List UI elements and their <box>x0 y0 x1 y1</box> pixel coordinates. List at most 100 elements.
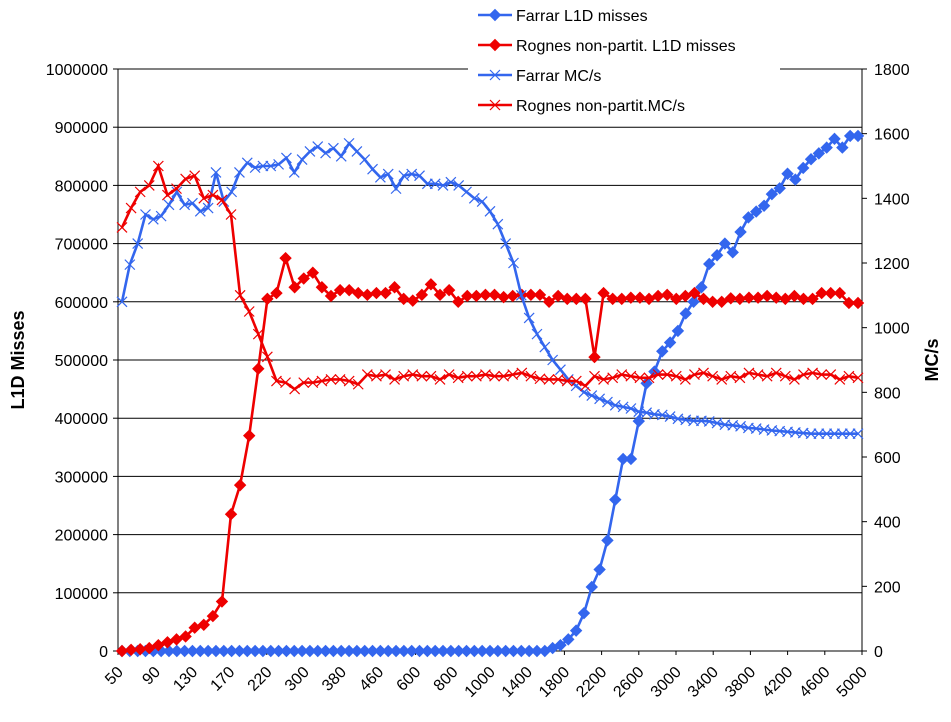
data-point <box>594 393 606 405</box>
data-point <box>234 167 245 178</box>
x-tick-label: 90 <box>139 664 164 689</box>
data-point <box>270 286 283 300</box>
x-tick-label: 3800 <box>722 664 759 701</box>
data-point <box>688 415 699 427</box>
data-point-stroke <box>361 369 373 380</box>
data-point <box>421 178 433 190</box>
data-point <box>734 225 747 239</box>
y-left-tick-label: 800000 <box>55 178 108 195</box>
data-point <box>315 281 329 294</box>
data-point <box>663 336 677 349</box>
data-point-stroke <box>836 428 848 440</box>
data-point-stroke <box>561 375 573 387</box>
data-point <box>624 291 638 304</box>
data-point-stroke <box>234 289 246 301</box>
data-point <box>804 153 818 166</box>
data-point-stroke <box>594 393 606 405</box>
data-point <box>271 375 282 387</box>
data-point <box>489 99 501 111</box>
y-left-tick-label: 200000 <box>55 528 108 545</box>
data-point <box>489 69 501 81</box>
data-point <box>210 167 222 178</box>
data-point-stroke <box>163 199 175 211</box>
data-point <box>547 354 559 366</box>
data-point <box>461 370 473 382</box>
data-point <box>695 281 708 294</box>
data-point <box>765 187 779 201</box>
data-point <box>770 367 782 379</box>
data-point <box>470 370 482 382</box>
data-point <box>757 199 771 212</box>
data-point <box>643 372 655 384</box>
y-right-tick-label: 400 <box>874 515 901 532</box>
x-tick-label: 600 <box>394 664 425 695</box>
data-point <box>798 369 809 380</box>
data-point <box>116 222 128 233</box>
data-point-stroke <box>207 189 219 201</box>
data-point-stroke <box>670 370 682 382</box>
data-point-stroke <box>805 428 817 440</box>
data-point <box>279 251 292 265</box>
data-point <box>632 414 645 428</box>
data-point-stroke <box>689 369 700 380</box>
data-point <box>451 295 465 309</box>
y-right-tick-label: 600 <box>874 450 901 467</box>
data-point-stroke <box>147 213 159 225</box>
data-point <box>586 390 598 401</box>
data-point <box>297 272 310 285</box>
data-point-stroke <box>271 375 282 387</box>
data-point <box>243 306 255 317</box>
data-point <box>542 295 556 309</box>
data-point <box>539 341 551 353</box>
data-point <box>343 375 355 387</box>
data-point <box>442 283 456 297</box>
data-point <box>734 372 746 384</box>
data-point <box>434 373 446 385</box>
data-point-stroke <box>116 222 128 233</box>
data-point-stroke <box>370 370 382 382</box>
data-point <box>324 289 338 303</box>
data-point <box>224 508 238 521</box>
data-point-stroke <box>281 152 292 164</box>
data-point <box>816 369 828 380</box>
data-point <box>616 369 628 380</box>
data-point <box>379 286 392 300</box>
legend-label: Rognes non-partit.MC/s <box>516 98 685 115</box>
y-left-tick-label: 300000 <box>55 469 108 486</box>
data-point <box>476 196 488 207</box>
data-point-stroke <box>374 171 386 183</box>
data-point <box>445 176 457 188</box>
data-point <box>725 370 737 382</box>
data-point <box>515 289 527 301</box>
data-point-stroke <box>807 367 818 379</box>
data-point <box>602 396 613 408</box>
data-point-stroke <box>225 209 237 220</box>
data-point-stroke <box>552 373 564 385</box>
data-point-stroke <box>634 372 646 384</box>
data-point-stroke <box>116 296 128 308</box>
data-point-stroke <box>390 183 402 195</box>
data-point <box>579 380 591 392</box>
data-point <box>352 378 364 390</box>
data-point <box>710 249 724 262</box>
series-farrar-l1d-misses <box>115 129 865 658</box>
data-point-stroke <box>834 373 846 385</box>
data-point-stroke <box>437 179 449 191</box>
data-point-stroke <box>425 370 437 382</box>
data-point <box>742 291 756 304</box>
data-point-stroke <box>289 383 301 395</box>
data-point <box>562 633 575 646</box>
x-tick-label: 1000 <box>462 664 499 701</box>
data-point-stroke <box>143 179 155 191</box>
data-point <box>433 288 447 302</box>
data-point <box>828 132 841 146</box>
data-point <box>424 278 438 291</box>
data-point-stroke <box>625 370 637 382</box>
data-point-stroke <box>761 370 773 382</box>
data-point <box>132 238 144 250</box>
data-point <box>124 643 138 657</box>
data-point-stroke <box>398 170 410 182</box>
data-point-stroke <box>489 370 500 382</box>
data-point-stroke <box>852 428 864 440</box>
data-point-stroke <box>476 196 488 207</box>
